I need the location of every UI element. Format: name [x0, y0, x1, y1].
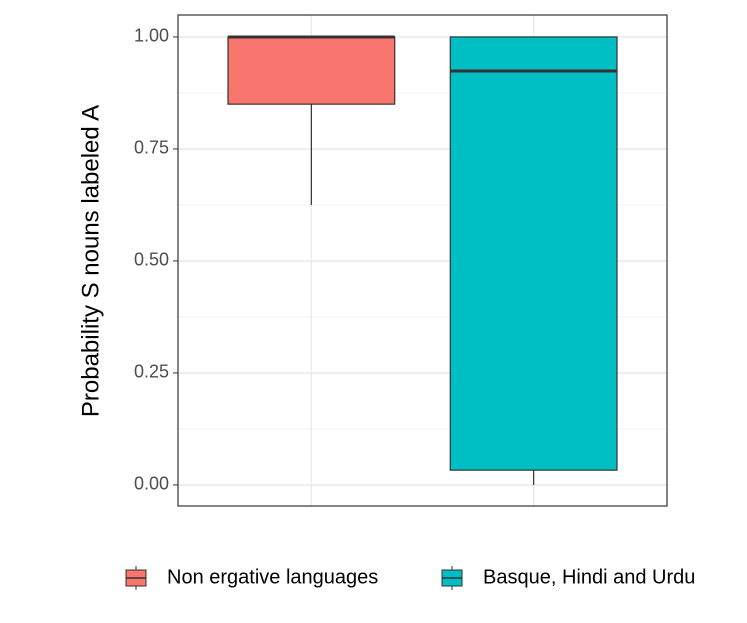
- box: [449, 36, 618, 471]
- y-axis-title: Probability S nouns labeled A: [77, 105, 104, 417]
- y-tick-label: 0.75: [134, 138, 169, 158]
- legend-label: Non ergative languages: [167, 566, 378, 588]
- legend-label: Basque, Hindi and Urdu: [483, 566, 695, 588]
- y-tick-label: 0.25: [134, 362, 169, 382]
- y-tick-label: 1.00: [134, 26, 169, 46]
- box: [227, 36, 396, 105]
- y-tick-label: 0.00: [134, 474, 169, 494]
- y-tick-label: 0.50: [134, 250, 169, 270]
- panel-border: [177, 14, 668, 507]
